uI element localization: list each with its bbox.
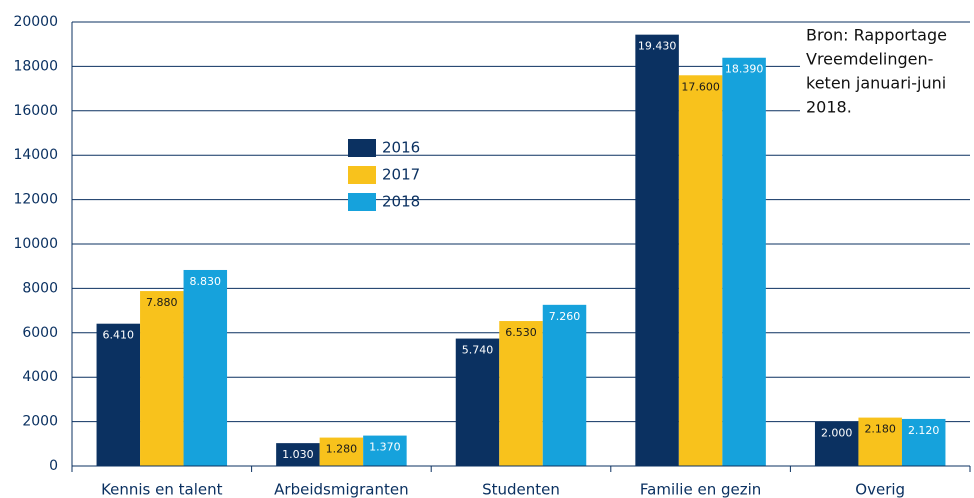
value-label: 7.880 bbox=[146, 296, 178, 309]
x-tick-label: Overig bbox=[855, 481, 905, 498]
value-label: 7.260 bbox=[549, 310, 581, 323]
value-label: 1.370 bbox=[369, 441, 401, 454]
y-tick-label: 2000 bbox=[22, 414, 58, 430]
y-tick-label: 14000 bbox=[13, 147, 58, 163]
y-tick-label: 16000 bbox=[13, 103, 58, 119]
bar bbox=[635, 34, 679, 467]
legend-label: 2018 bbox=[382, 193, 420, 211]
value-label: 1.280 bbox=[326, 443, 358, 456]
bar bbox=[183, 269, 228, 466]
bar bbox=[814, 421, 859, 466]
bar bbox=[678, 75, 723, 466]
y-tick-label: 4000 bbox=[22, 369, 58, 385]
y-tick-label: 20000 bbox=[13, 14, 58, 30]
annotation-bg bbox=[800, 24, 972, 124]
value-label: 5.740 bbox=[462, 344, 494, 357]
value-label: 8.830 bbox=[190, 275, 222, 288]
x-tick-label: Kennis en talent bbox=[101, 481, 223, 498]
legend-label: 2017 bbox=[382, 166, 420, 184]
x-tick-label: Studenten bbox=[482, 481, 560, 498]
legend-label: 2016 bbox=[382, 139, 420, 157]
bar bbox=[363, 435, 407, 466]
value-label: 19.430 bbox=[638, 40, 677, 53]
y-tick-label: 18000 bbox=[13, 58, 58, 74]
bar bbox=[276, 443, 320, 466]
x-tick-label: Arbeidsmigranten bbox=[274, 481, 408, 498]
legend-swatch bbox=[348, 193, 376, 211]
bar bbox=[722, 57, 766, 466]
bar bbox=[96, 323, 141, 466]
legend-swatch bbox=[348, 166, 376, 184]
y-tick-label: 0 bbox=[49, 458, 58, 474]
value-label: 17.600 bbox=[681, 80, 720, 93]
y-tick-label: 8000 bbox=[22, 280, 58, 296]
bar bbox=[901, 418, 946, 466]
value-label: 2.180 bbox=[864, 423, 896, 436]
bar bbox=[542, 304, 587, 466]
bar bbox=[455, 338, 500, 466]
annotation: keten januari-juni bbox=[806, 74, 946, 93]
y-tick-label: 10000 bbox=[13, 236, 58, 252]
bar bbox=[319, 437, 364, 466]
value-label: 2.000 bbox=[821, 427, 853, 440]
bar bbox=[499, 321, 543, 466]
value-label: 6.530 bbox=[505, 326, 537, 339]
bar bbox=[858, 417, 902, 466]
value-label: 1.030 bbox=[282, 448, 314, 461]
annotation: Bron: Rapportage bbox=[806, 26, 947, 45]
legend-swatch bbox=[348, 139, 376, 157]
y-tick-label: 12000 bbox=[13, 192, 58, 208]
annotation: 2018. bbox=[806, 98, 852, 117]
annotation: Vreemdelingen- bbox=[806, 50, 933, 69]
value-label: 2.120 bbox=[908, 424, 940, 437]
bar bbox=[140, 291, 184, 466]
y-tick-label: 6000 bbox=[22, 325, 58, 341]
value-label: 18.390 bbox=[725, 63, 764, 76]
value-label: 6.410 bbox=[103, 329, 135, 342]
x-tick-label: Familie en gezin bbox=[640, 481, 761, 498]
